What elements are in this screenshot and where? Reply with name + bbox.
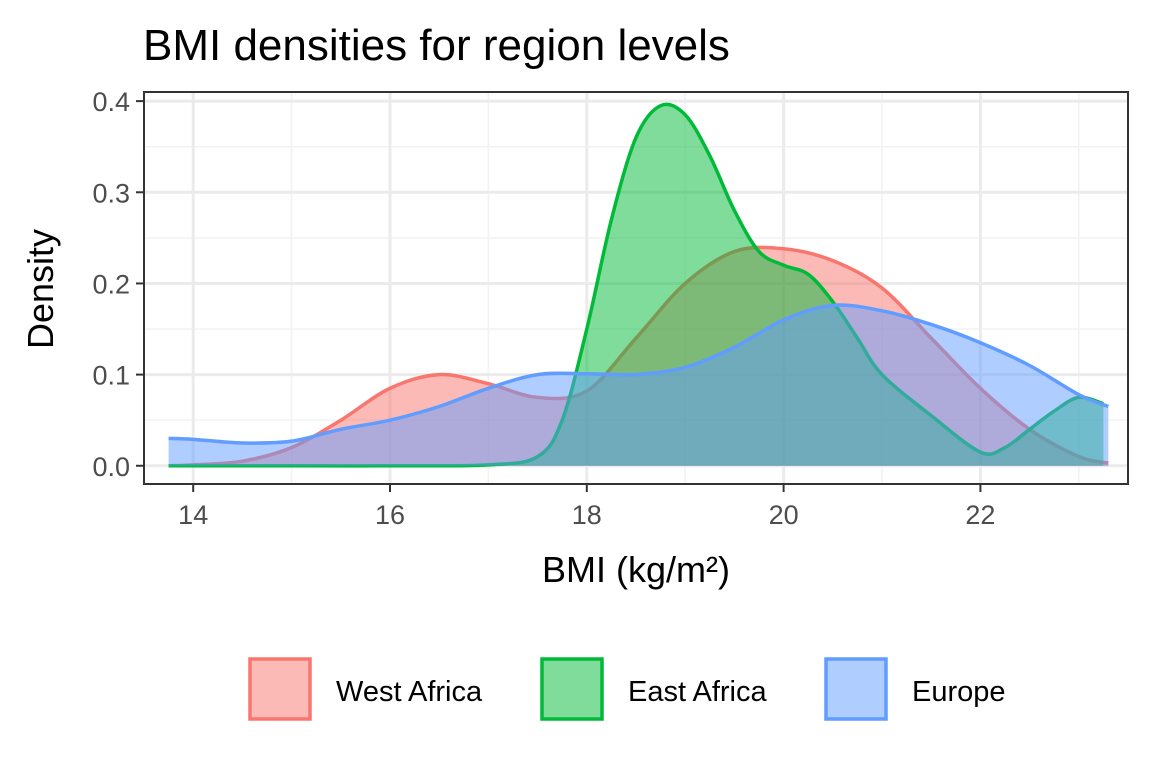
density-area-europe — [168, 304, 1109, 466]
legend-swatch-west-africa — [248, 657, 312, 721]
density-line-europe — [168, 303, 1109, 445]
y-tick-label: 0.0 — [92, 452, 130, 482]
x-axis: 14 16 18 20 22 — [178, 484, 995, 530]
y-axis: 0.0 0.1 0.2 0.3 0.4 — [92, 87, 144, 482]
y-tick-label: 0.4 — [92, 87, 130, 117]
y-axis-title: Density — [20, 229, 61, 349]
x-tick-label: 14 — [178, 500, 208, 530]
legend: West Africa East Africa Europe — [248, 657, 1006, 721]
panel-border — [143, 91, 1129, 485]
legend-label-europe: Europe — [912, 676, 1006, 708]
legend-item-east-africa: East Africa — [540, 657, 767, 721]
y-tick-label: 0.2 — [92, 269, 130, 299]
legend-item-europe: Europe — [824, 657, 1006, 721]
x-tick-label: 18 — [572, 500, 602, 530]
x-tick-label: 20 — [769, 500, 799, 530]
x-axis-title: BMI (kg/m²) — [542, 549, 730, 590]
chart-title: BMI densities for region levels — [143, 21, 730, 70]
x-tick-label: 22 — [965, 500, 995, 530]
y-tick-label: 0.1 — [92, 361, 130, 391]
legend-label-east-africa: East Africa — [628, 676, 767, 708]
legend-swatch-europe — [824, 657, 888, 721]
legend-item-west-africa: West Africa — [248, 657, 483, 721]
legend-label-west-africa: West Africa — [336, 676, 483, 708]
panel-frame — [143, 91, 1129, 485]
legend-swatch-east-africa — [540, 657, 604, 721]
y-tick-label: 0.3 — [92, 178, 130, 208]
x-tick-label: 16 — [375, 500, 405, 530]
density-series — [168, 102, 1109, 468]
